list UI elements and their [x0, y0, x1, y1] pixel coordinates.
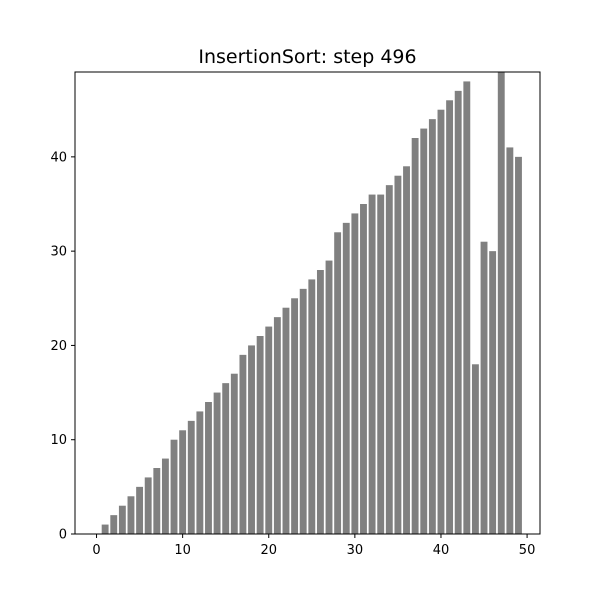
bar — [248, 345, 255, 534]
bar — [316, 270, 324, 534]
bar — [446, 100, 454, 534]
bar — [325, 260, 333, 534]
chart-title: InsertionSort: step 496 — [198, 46, 416, 68]
bar — [360, 204, 367, 534]
bar — [403, 166, 410, 535]
bar — [118, 505, 126, 534]
y-axis: 0 10 20 30 40 — [50, 150, 75, 543]
bar — [222, 383, 230, 534]
bar — [144, 477, 152, 534]
bar — [411, 138, 419, 534]
y-tick-label: 20 — [50, 339, 67, 354]
bar — [136, 486, 144, 534]
bar — [377, 194, 385, 534]
bar — [463, 81, 471, 535]
bar — [299, 288, 307, 534]
bar — [394, 175, 402, 534]
bar — [170, 439, 178, 534]
bar — [308, 279, 316, 534]
x-tick-label: 30 — [347, 543, 364, 558]
bar — [282, 307, 290, 534]
bar — [273, 317, 281, 534]
bar — [506, 147, 514, 534]
x-tick-label: 40 — [433, 543, 450, 558]
bar — [454, 90, 462, 535]
y-tick-label: 30 — [50, 245, 67, 260]
bar — [334, 232, 342, 535]
bar — [428, 119, 436, 534]
bar — [179, 430, 187, 534]
bar — [153, 468, 161, 534]
bar — [385, 185, 393, 534]
bar — [437, 109, 445, 535]
bar — [239, 354, 247, 534]
bar — [265, 326, 273, 534]
y-tick-label: 10 — [50, 433, 67, 448]
bar — [351, 213, 359, 534]
x-tick-label: 10 — [174, 543, 191, 558]
bar — [515, 156, 522, 535]
x-axis: 0 10 20 30 40 50 — [92, 534, 535, 558]
bar — [196, 411, 204, 534]
bar — [101, 524, 109, 534]
bar — [230, 373, 238, 534]
bar — [161, 458, 169, 534]
bar — [127, 496, 135, 534]
bar — [480, 241, 488, 534]
bar — [256, 336, 264, 534]
bar — [187, 420, 195, 534]
bar — [213, 392, 221, 534]
x-tick-label: 20 — [260, 543, 277, 558]
bar — [205, 402, 212, 534]
bar — [489, 251, 497, 534]
x-tick-label: 50 — [519, 543, 536, 558]
bar — [497, 72, 505, 534]
bar — [471, 364, 479, 534]
y-tick-label: 40 — [50, 150, 67, 165]
y-tick-label: 0 — [59, 528, 67, 543]
bar — [291, 298, 299, 534]
x-tick-label: 0 — [92, 543, 100, 558]
bar — [342, 222, 350, 535]
bar — [368, 194, 376, 534]
bar — [420, 128, 428, 534]
plot-frame — [74, 71, 541, 535]
bar — [110, 515, 118, 534]
bars-group — [101, 72, 522, 535]
